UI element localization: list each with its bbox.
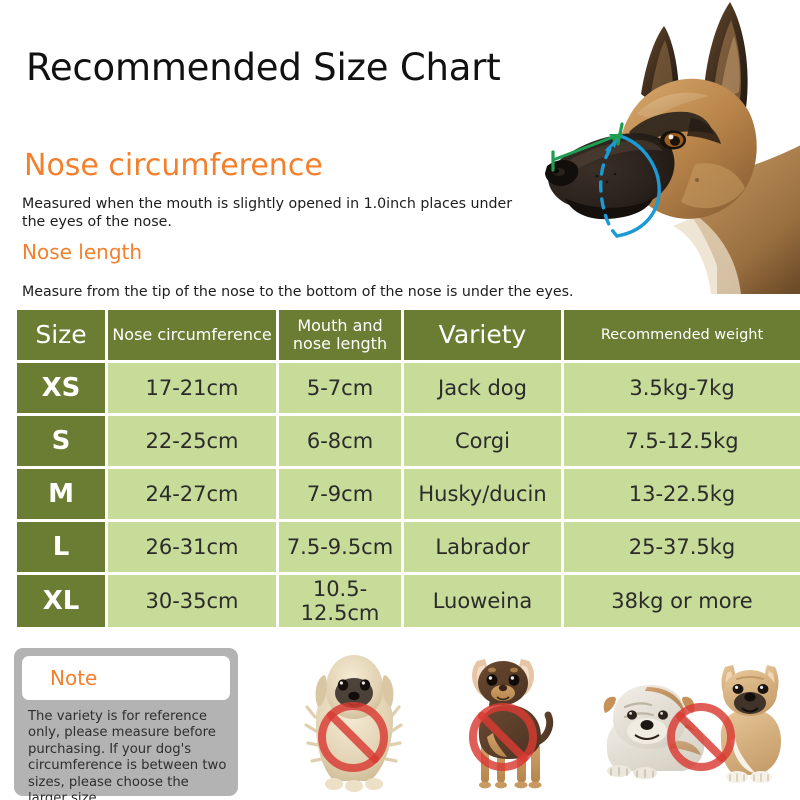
cell-variety: Husky/ducin (404, 469, 561, 519)
green-double-arrow-nose-length (551, 122, 624, 172)
section-description-nose-length: Measure from the tip of the nose to the … (22, 284, 574, 300)
cell-mouth-nose-length: 5-7cm (279, 363, 401, 413)
cell-size: L (17, 522, 105, 572)
note-box: Note The variety is for reference only, … (14, 648, 238, 800)
cell-size: M (17, 469, 105, 519)
page-title: Recommended Size Chart (26, 46, 501, 89)
cell-size: XL (17, 575, 105, 627)
red-no-entry-sign (469, 703, 537, 771)
cell-variety: Luoweina (404, 575, 561, 627)
cell-nose-circumference: 24-27cm (108, 469, 276, 519)
german-shepherd-profile-photo (545, 0, 800, 294)
section-title-nose-circumference: Nose circumference (24, 148, 323, 183)
red-no-entry-sign (667, 703, 735, 771)
cell-nose-circumference: 17-21cm (108, 363, 276, 413)
pekingese-dog-photo (298, 645, 408, 797)
note-title-container: Note (22, 656, 230, 700)
unsuitable-breeds-illustrations (280, 645, 795, 797)
size-chart-table: Size Nose circumference Mouth and nose l… (14, 307, 800, 630)
cell-mouth-nose-length: 7.5-9.5cm (279, 522, 401, 572)
note-body: The variety is for reference only, pleas… (28, 709, 227, 800)
column-header-recommended-weight: Recommended weight (564, 310, 800, 360)
section-description-nose-circumference: Measured when the mouth is slightly open… (22, 196, 513, 230)
note-title: Note (50, 666, 98, 690)
cell-nose-circumference: 30-35cm (108, 575, 276, 627)
cell-mouth-nose-length: 7-9cm (279, 469, 401, 519)
table-row: S 22-25cm 6-8cm Corgi 7.5-12.5kg (17, 416, 800, 466)
bulldog-and-french-bulldog-photo (585, 645, 790, 797)
section-title-nose-length: Nose length (22, 240, 143, 264)
column-header-size: Size (17, 310, 105, 360)
chihuahua-dog-photo (455, 645, 555, 797)
cell-recommended-weight: 25-37.5kg (564, 522, 800, 572)
cell-recommended-weight: 13-22.5kg (564, 469, 800, 519)
column-header-variety: Variety (404, 310, 561, 360)
cell-variety: Corgi (404, 416, 561, 466)
cell-size: S (17, 416, 105, 466)
column-header-nose-circumference: Nose circumference (108, 310, 276, 360)
cell-recommended-weight: 3.5kg-7kg (564, 363, 800, 413)
cell-mouth-nose-length: 6-8cm (279, 416, 401, 466)
table-row: M 24-27cm 7-9cm Husky/ducin 13-22.5kg (17, 469, 800, 519)
cell-recommended-weight: 38kg or more (564, 575, 800, 627)
table-header-row: Size Nose circumference Mouth and nose l… (17, 310, 800, 360)
cell-recommended-weight: 7.5-12.5kg (564, 416, 800, 466)
column-header-mouth-nose-length: Mouth and nose length (279, 310, 401, 360)
cell-mouth-nose-length: 10.5-12.5cm (279, 575, 401, 627)
table-row: XS 17-21cm 5-7cm Jack dog 3.5kg-7kg (17, 363, 800, 413)
cell-variety: Labrador (404, 522, 561, 572)
blue-loop-nose-circumference (599, 134, 661, 238)
table-row: XL 30-35cm 10.5-12.5cm Luoweina 38kg or … (17, 575, 800, 627)
cell-variety: Jack dog (404, 363, 561, 413)
table-row: L 26-31cm 7.5-9.5cm Labrador 25-37.5kg (17, 522, 800, 572)
cell-nose-circumference: 22-25cm (108, 416, 276, 466)
cell-size: XS (17, 363, 105, 413)
cell-nose-circumference: 26-31cm (108, 522, 276, 572)
red-no-entry-sign (318, 702, 388, 772)
